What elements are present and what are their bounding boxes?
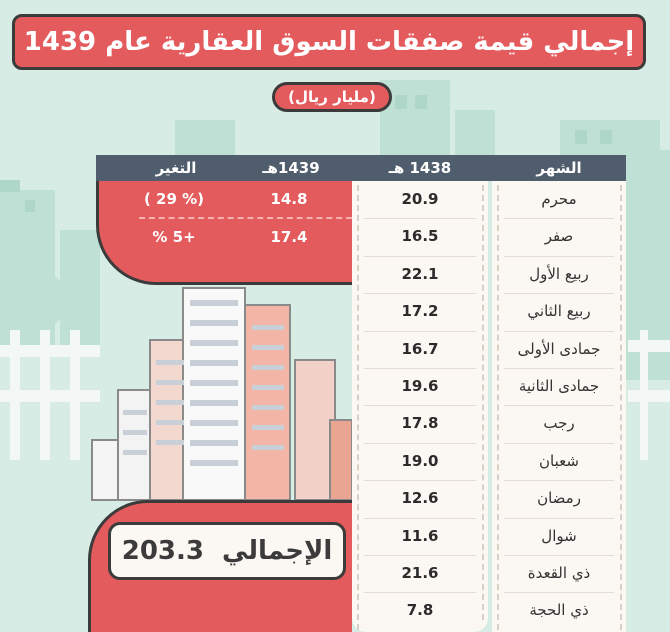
row-divider — [504, 330, 614, 332]
total-label: الإجمالي — [221, 536, 333, 566]
cell-month: ربيع الثاني — [527, 302, 591, 321]
cell-1438: 11.6 — [401, 526, 439, 545]
cell-1438: 7.8 — [406, 601, 434, 620]
month-column-border-left — [497, 185, 499, 630]
table-header: الشهر 1438 هـ 1439هـ التغير — [96, 155, 626, 181]
row-divider — [364, 517, 476, 519]
unit-label: (مليار ريال) — [288, 88, 376, 106]
page-title: إجمالي قيمة صفقات السوق العقارية عام 143… — [23, 27, 635, 57]
row-divider — [364, 330, 476, 332]
cell-1438: 22.1 — [401, 264, 439, 283]
month-column-border-right — [620, 185, 622, 630]
cell-month: شعبان — [539, 451, 579, 470]
cell-month: رمضان — [537, 489, 581, 508]
cell-month: ربيع الأول — [529, 264, 589, 283]
row-divider — [364, 405, 476, 407]
cell-month: صفر — [544, 227, 574, 246]
table-row: 17.4 +5 % — [99, 219, 352, 255]
table-row: 14.8 ( 29 %) — [99, 181, 352, 217]
cell-1438: 20.9 — [401, 190, 439, 208]
total-box: 203.3 الإجمالي — [108, 522, 346, 580]
header-month: الشهر — [536, 159, 582, 177]
cell-change: +5 % — [152, 228, 196, 246]
cell-change: ( 29 %) — [143, 190, 205, 208]
cell-month: ذي الحجة — [529, 601, 589, 620]
cell-1438: 19.6 — [401, 377, 439, 395]
row-divider — [364, 592, 476, 594]
header-change: التغير — [155, 159, 197, 177]
unit-subtitle: (مليار ريال) — [272, 82, 392, 112]
row-divider — [364, 442, 476, 444]
cell-1438: 16.7 — [401, 339, 439, 358]
row-divider — [364, 480, 476, 482]
cell-1439: 17.4 — [270, 228, 308, 246]
cell-1438: 12.6 — [401, 489, 439, 508]
cell-month: رجب — [543, 414, 575, 433]
row-divider — [504, 592, 614, 594]
row-divider — [364, 218, 476, 220]
row-divider — [504, 255, 614, 257]
y1439-panel: 14.8 ( 29 %) 17.4 +5 % — [96, 181, 352, 285]
cell-month: ذي القعدة — [527, 564, 591, 582]
row-divider — [504, 480, 614, 482]
row-divider — [504, 555, 614, 556]
y1438-column-border-right — [482, 185, 484, 620]
row-divider — [364, 555, 476, 556]
cell-month: محرم — [541, 190, 577, 208]
cell-1438: 17.8 — [401, 414, 439, 433]
total-value: 203.3 — [121, 536, 204, 566]
row-divider — [504, 405, 614, 407]
row-divider — [504, 218, 614, 220]
row-divider — [364, 368, 476, 369]
cell-1438: 17.2 — [401, 302, 439, 321]
cell-1438: 19.0 — [401, 451, 439, 470]
row-divider — [504, 442, 614, 444]
cell-1438: 16.5 — [401, 227, 439, 246]
row-divider — [364, 293, 476, 295]
row-divider — [504, 368, 614, 369]
row-divider — [504, 293, 614, 295]
row-divider — [364, 255, 476, 257]
row-divider — [139, 217, 352, 219]
header-1438: 1438 هـ — [388, 159, 452, 177]
title-banner: إجمالي قيمة صفقات السوق العقارية عام 143… — [12, 14, 646, 70]
cell-month: شوال — [541, 526, 577, 545]
cell-month: جمادى الأولى — [517, 339, 601, 358]
header-1439: 1439هـ — [262, 159, 320, 177]
y1438-column-border-left — [357, 185, 359, 630]
row-divider — [504, 517, 614, 519]
cell-1438: 21.6 — [401, 564, 439, 582]
cell-1439: 14.8 — [270, 190, 308, 208]
cell-month: جمادى الثانية — [518, 377, 600, 395]
